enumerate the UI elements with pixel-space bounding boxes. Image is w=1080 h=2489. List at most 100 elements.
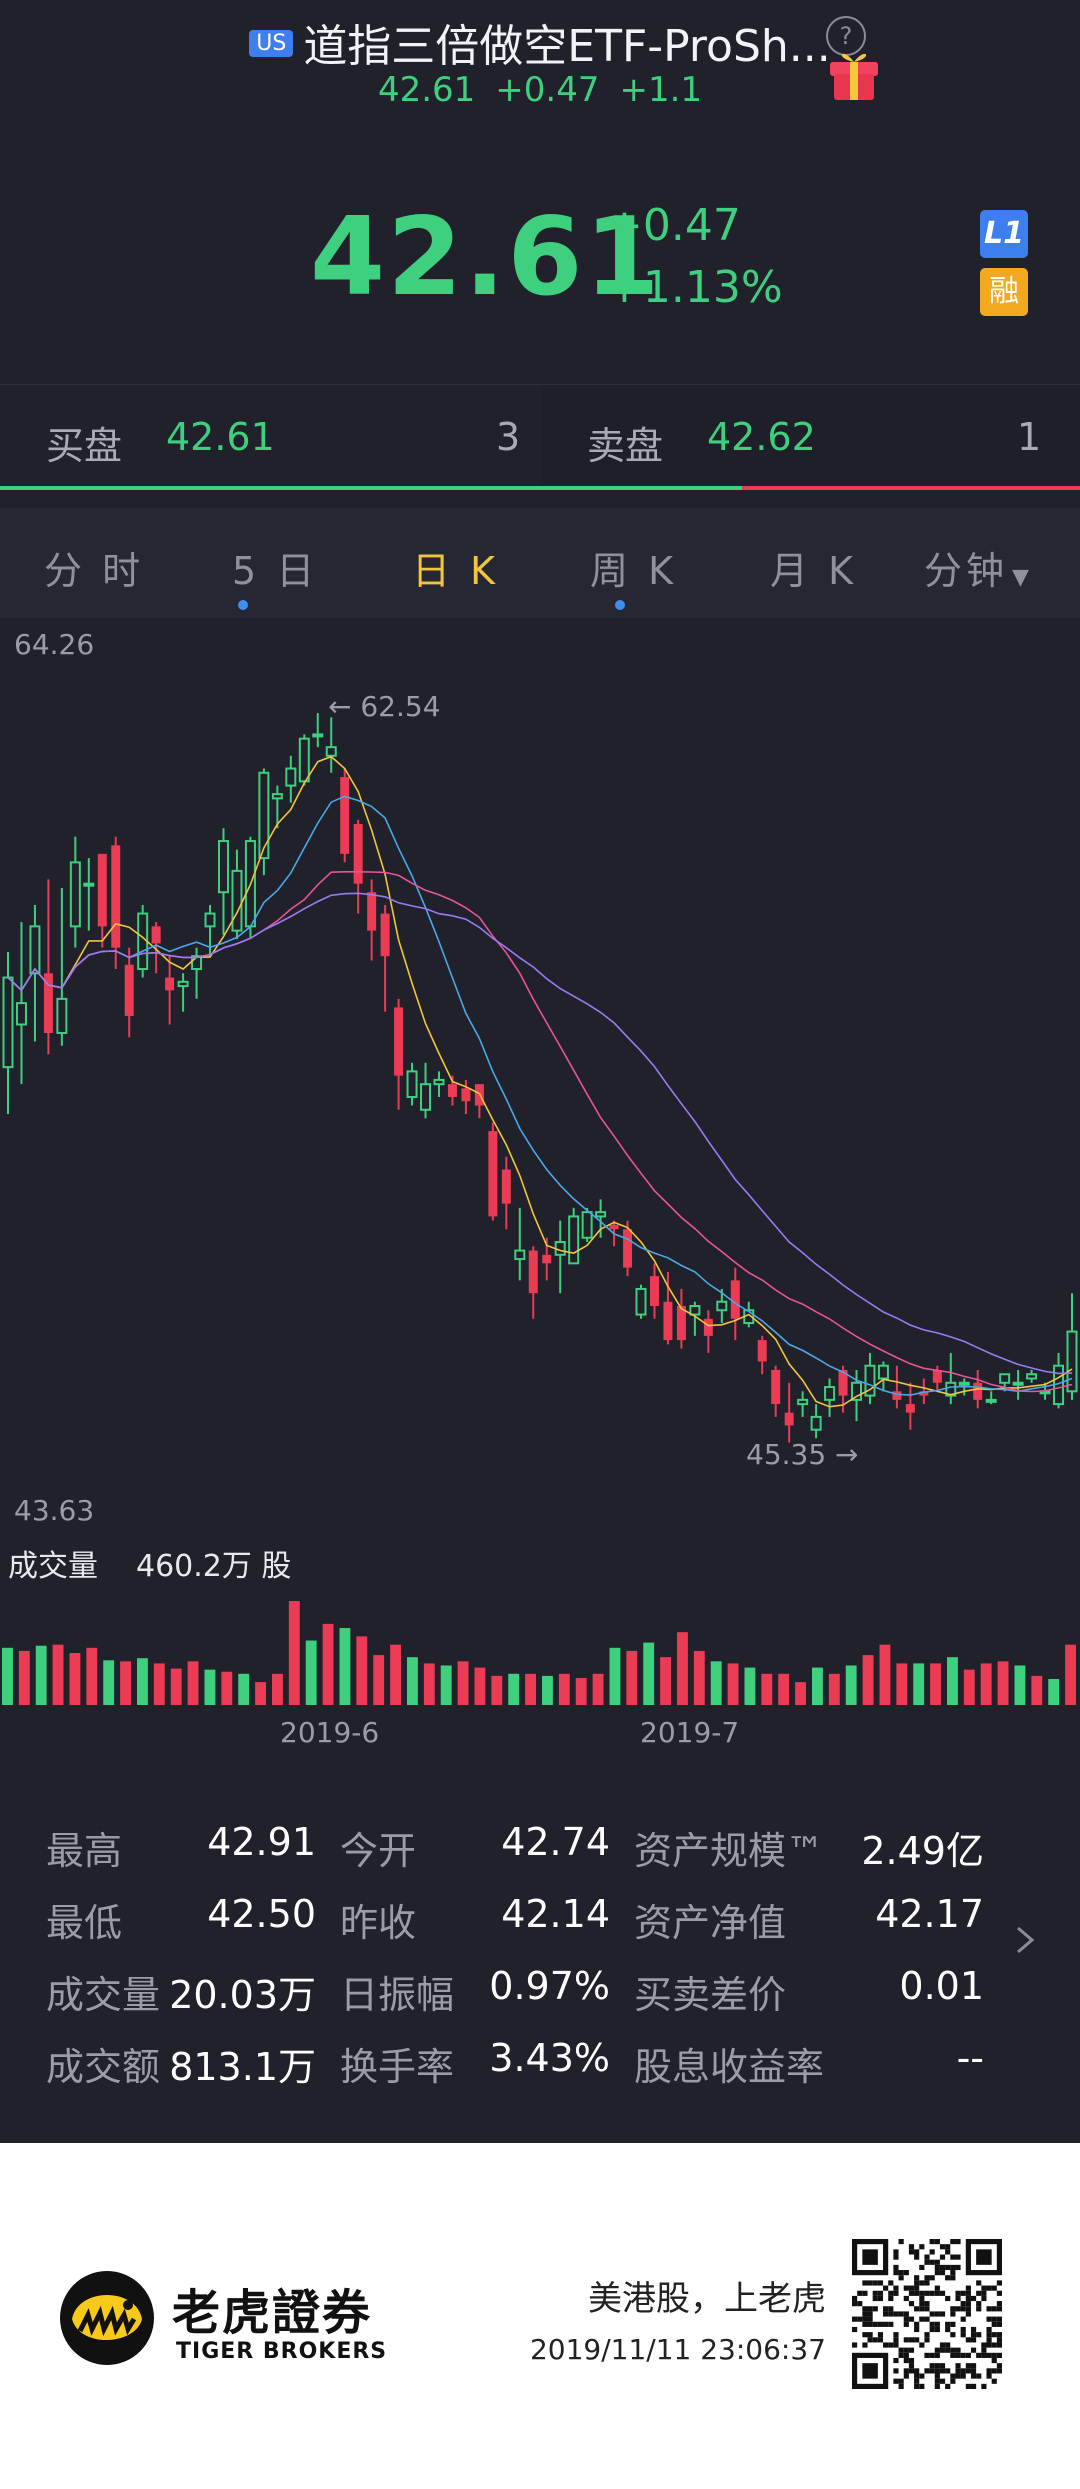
tab-minute[interactable]: 分钟 ▼ <box>924 540 1033 595</box>
candle-body <box>137 912 149 971</box>
volume-bar <box>52 1644 64 1705</box>
volume-bar <box>558 1673 570 1705</box>
candle <box>554 1220 566 1294</box>
volume-value: 460.2万 股 <box>136 1549 291 1584</box>
candle-body <box>165 977 175 991</box>
volume-bar <box>693 1650 705 1705</box>
volume-bar <box>778 1673 790 1705</box>
tab-weekly-k[interactable]: 周 K <box>590 549 677 593</box>
margin-badge[interactable]: 融 <box>980 268 1028 316</box>
bid-cell[interactable]: 买盘 42.61 3 <box>0 385 540 489</box>
candle <box>83 858 95 931</box>
candle <box>757 1335 767 1375</box>
stat-value: 813.1万 <box>169 2045 316 2089</box>
volume-bar <box>204 1669 216 1705</box>
volume-bar <box>255 1682 266 1705</box>
candle-body <box>271 793 283 800</box>
volume-bar <box>643 1642 655 1705</box>
candle-body <box>217 840 229 894</box>
y-max-label: 64.26 <box>14 628 94 661</box>
candle <box>797 1391 809 1417</box>
candle-body <box>973 1382 983 1400</box>
gift-icon[interactable] <box>826 40 882 102</box>
y-min-label: 43.63 <box>14 1494 94 1527</box>
volume-bar <box>170 1668 182 1705</box>
stats-grid[interactable]: 最高 42.91 今开 42.74 资产规模™ 2.49亿 最低 42.50 昨收 42.14 资产… <box>0 1810 1080 2110</box>
candle <box>771 1365 781 1417</box>
candle <box>258 768 270 876</box>
tab-intraday[interactable]: 分 时 <box>44 549 145 593</box>
stat-label: 今开 <box>340 1829 417 1873</box>
candle <box>663 1271 673 1345</box>
candle-body <box>716 1300 728 1312</box>
bid-ask-panel[interactable]: 买盘 42.61 3 卖盘 42.62 1 <box>0 384 1080 489</box>
volume-bar <box>896 1663 908 1705</box>
volume-bar <box>373 1655 385 1705</box>
candle <box>97 853 107 948</box>
candle-body <box>447 1084 457 1097</box>
level1-badge[interactable]: L1 <box>980 210 1028 258</box>
candle-body <box>231 869 243 932</box>
candle-body <box>689 1304 701 1316</box>
candle <box>420 1062 432 1119</box>
tab-daily-k[interactable]: 日 K <box>412 549 499 593</box>
volume-bar <box>238 1673 250 1705</box>
stat-label: 买卖差价 <box>634 1973 787 2017</box>
candle <box>810 1404 822 1439</box>
candle-body <box>649 1276 659 1306</box>
candle <box>367 879 377 961</box>
candle-body <box>420 1083 432 1111</box>
volume-bar <box>272 1673 283 1705</box>
candle <box>271 785 283 829</box>
stat-label: 资产规模™ <box>634 1829 825 1873</box>
candle <box>635 1284 647 1319</box>
candle-body <box>797 1398 809 1406</box>
candle <box>568 1207 580 1265</box>
period-tabs: 分 时 5 日 日 K 周 K 月 K 分钟 ▼ <box>0 508 1080 618</box>
candle <box>864 1352 876 1405</box>
candle-body <box>97 853 107 927</box>
candle-body <box>151 926 161 944</box>
candle <box>649 1263 659 1319</box>
candle <box>406 1062 418 1106</box>
candle <box>1053 1352 1065 1409</box>
candle <box>231 849 243 940</box>
volume-bar <box>812 1667 823 1705</box>
candle <box>595 1199 607 1238</box>
candle-body <box>635 1287 647 1316</box>
volume-bar <box>356 1636 368 1705</box>
candle-body <box>325 746 337 757</box>
candle-body <box>367 892 377 931</box>
candle <box>340 768 350 863</box>
volume-bar <box>913 1663 925 1705</box>
stat-value: 42.91 <box>207 1820 316 1864</box>
volume-bar <box>1048 1679 1060 1705</box>
x-label-july: 2019-7 <box>640 1716 739 1748</box>
chevron-right-icon[interactable] <box>1010 1920 1040 1960</box>
candle <box>581 1207 593 1243</box>
low-marker: 45.35 → <box>746 1438 859 1471</box>
candle <box>217 828 229 935</box>
stat-label: 昨收 <box>340 1901 417 1945</box>
stat-value: 2.49亿 <box>861 1829 984 1873</box>
candle <box>191 947 203 999</box>
candle-body <box>905 1404 915 1413</box>
candle-body <box>932 1369 942 1383</box>
tab-5day[interactable]: 5 日 <box>232 549 319 593</box>
candle <box>15 922 27 1085</box>
candle-body <box>623 1229 633 1268</box>
candle-body <box>581 1211 593 1239</box>
ask-qty: 1 <box>1017 415 1042 459</box>
volume-bar <box>542 1675 553 1705</box>
candle-body <box>461 1088 471 1102</box>
stat-label: 换手率 <box>340 2045 455 2089</box>
tab-monthly-k[interactable]: 月 K <box>770 549 857 593</box>
x-label-june: 2019-6 <box>280 1716 379 1748</box>
candle-body <box>501 1169 511 1204</box>
volume-bar <box>491 1675 503 1705</box>
candle-body <box>554 1241 566 1256</box>
volume-bar <box>423 1663 435 1705</box>
brand-name-cn: 老虎證券 <box>172 2285 373 2341</box>
ask-cell[interactable]: 卖盘 42.62 1 <box>541 385 1080 489</box>
kline-chart[interactable]: 64.26 43.63 ← 62.54 45.35 → 成交量 460.2万 股… <box>0 618 1080 1748</box>
